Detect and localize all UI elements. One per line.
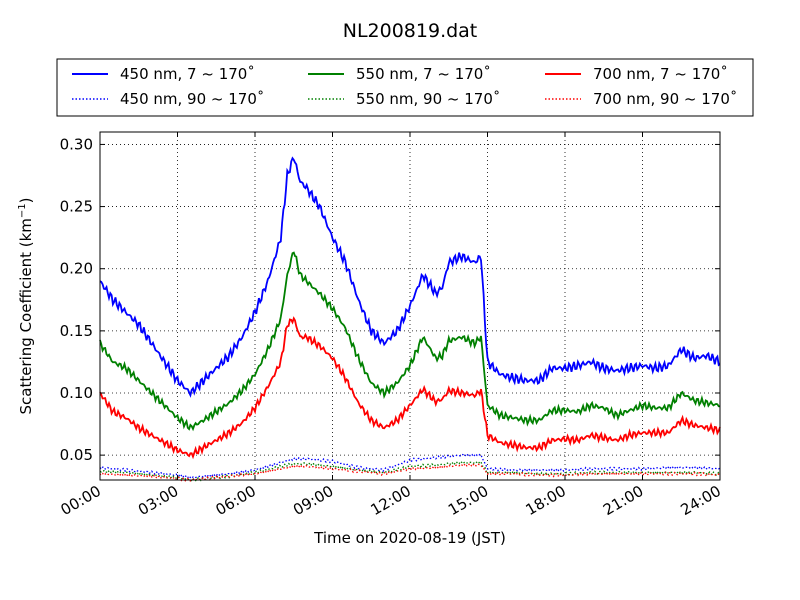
y-tick-label: 0.10 bbox=[60, 384, 93, 402]
x-tick-label: 06:00 bbox=[213, 482, 259, 519]
series-line bbox=[99, 452, 721, 480]
series-line bbox=[99, 316, 721, 460]
legend-box bbox=[56, 58, 754, 117]
legend-label: 550 nm, 7 ~ 170˚ bbox=[356, 65, 491, 83]
legend-label: 700 nm, 7 ~ 170˚ bbox=[593, 65, 728, 83]
legend: 450 nm, 7 ~ 170˚ 450 nm, 90 ~ 170˚ 550 nm,… bbox=[56, 58, 754, 117]
series-line bbox=[99, 460, 721, 483]
series-line bbox=[99, 251, 721, 432]
plot-area bbox=[99, 156, 721, 483]
y-tick-label: 0.15 bbox=[60, 322, 93, 340]
legend-label: 550 nm, 90 ~ 170˚ bbox=[356, 90, 500, 108]
x-tick-label: 03:00 bbox=[135, 482, 181, 519]
x-tick-label: 09:00 bbox=[290, 482, 336, 519]
y-tick-label: 0.25 bbox=[60, 198, 93, 216]
series-line bbox=[99, 462, 721, 482]
y-tick-label: 0.20 bbox=[60, 260, 93, 278]
x-tick-label: 18:00 bbox=[523, 482, 569, 519]
legend-label: 700 nm, 90 ~ 170˚ bbox=[593, 90, 737, 108]
grid bbox=[100, 132, 720, 480]
legend-label: 450 nm, 90 ~ 170˚ bbox=[120, 90, 264, 108]
x-tick-label: 21:00 bbox=[600, 482, 646, 519]
chart-title: NL200819.dat bbox=[343, 20, 478, 42]
y-tick-label: 0.30 bbox=[60, 135, 93, 153]
legend-label: 450 nm, 7 ~ 170˚ bbox=[120, 65, 255, 83]
x-tick-label: 24:00 bbox=[678, 482, 724, 519]
axis-ticks: 00:00 03:00 06:00 09:00 12:00 15:00 18:00 21:00… bbox=[58, 132, 724, 519]
series-line bbox=[99, 156, 721, 398]
x-tick-label: 00:00 bbox=[58, 482, 104, 519]
y-tick-label: 0.05 bbox=[60, 446, 93, 464]
x-tick-label: 15:00 bbox=[445, 482, 491, 519]
x-tick-label: 12:00 bbox=[368, 482, 414, 519]
x-axis-label: Time on 2020-08-19 (JST) bbox=[313, 529, 506, 547]
y-axis-label: Scattering Coefficient (km−1) bbox=[17, 197, 35, 414]
